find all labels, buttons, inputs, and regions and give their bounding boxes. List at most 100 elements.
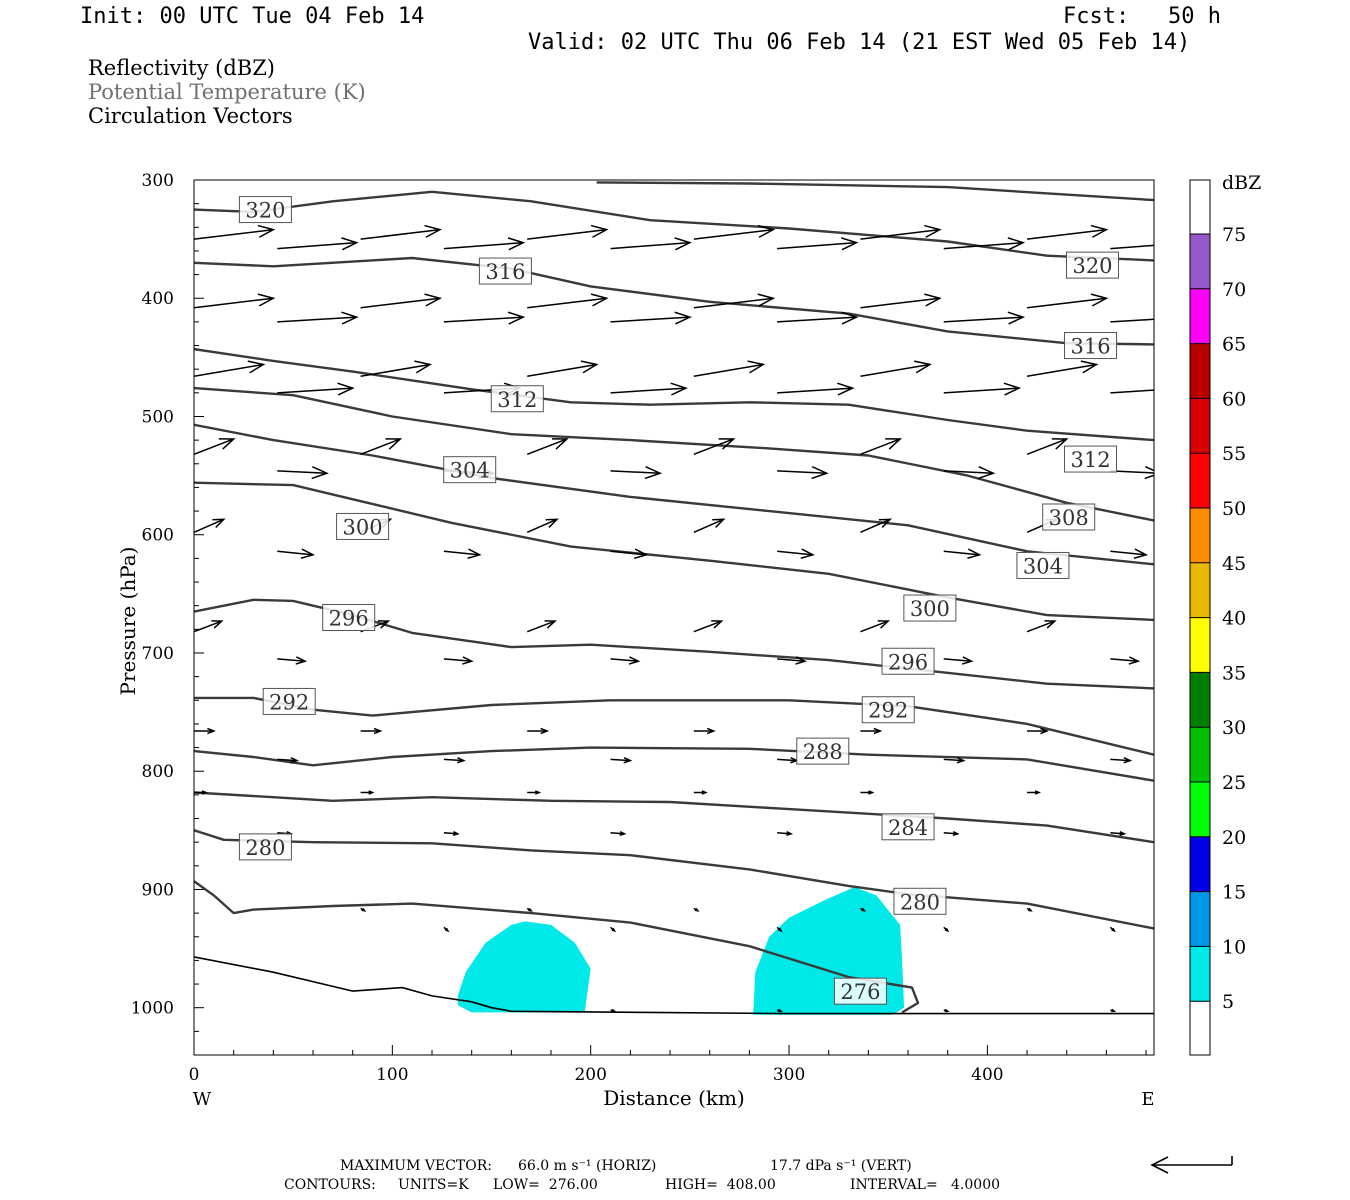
vector-head	[290, 756, 300, 764]
vector-shaft	[527, 363, 597, 378]
circulation-vector	[693, 438, 736, 456]
vector-head	[341, 237, 359, 251]
circulation-vector	[1026, 438, 1069, 456]
forecast-label: Fcst:	[1063, 4, 1130, 29]
circulation-vector	[860, 620, 891, 633]
circulation-vector	[610, 1008, 617, 1013]
vector-shaft	[610, 387, 686, 394]
colorbar-box	[1190, 234, 1210, 289]
circulation-vector	[526, 620, 557, 633]
vector-head	[924, 293, 942, 307]
vector-shaft	[526, 438, 568, 456]
contour-label: 276	[840, 980, 880, 1004]
circulation-vector	[860, 438, 903, 456]
circulation-vector	[943, 237, 1026, 251]
vector-head	[295, 656, 308, 665]
vector-shaft	[943, 470, 994, 474]
vector-shaft	[1026, 297, 1107, 309]
circulation-vector	[277, 382, 355, 396]
vector-shaft	[194, 518, 225, 534]
circulation-vector	[1026, 620, 1057, 633]
vector-head	[414, 360, 433, 374]
vector-head	[757, 293, 776, 307]
contours-units: UNITS=K	[398, 1177, 469, 1193]
theta-contour-line	[596, 181, 1154, 202]
vector-shaft	[693, 363, 764, 378]
vector-head	[961, 656, 974, 665]
theta-contour-line	[194, 696, 1154, 756]
vector-head	[540, 727, 550, 735]
circulation-vector	[943, 656, 974, 665]
vector-head	[1119, 831, 1127, 837]
circulation-vector	[777, 756, 800, 764]
contour-label: 312	[497, 388, 537, 412]
circulation-vector	[443, 548, 482, 559]
circulation-vector	[1027, 727, 1049, 735]
vector-head	[967, 548, 982, 559]
vector-shaft	[777, 658, 805, 662]
vector-head	[311, 465, 329, 480]
vector-shaft	[610, 831, 625, 835]
vector-shaft	[1110, 831, 1125, 835]
vector-head	[1027, 907, 1033, 912]
vector-head	[1090, 293, 1109, 307]
circulation-vector	[777, 656, 807, 665]
contour-label: 280	[245, 836, 285, 860]
vector-shaft	[860, 518, 891, 534]
vector-head	[462, 656, 474, 665]
vector-shaft	[360, 228, 441, 240]
contour-label: 300	[343, 515, 383, 539]
vector-head	[623, 756, 633, 764]
contour-label: 284	[888, 816, 928, 840]
colorbar-tick-label: 30	[1222, 717, 1246, 739]
vector-shaft	[194, 363, 264, 378]
contour-label: 292	[269, 690, 309, 714]
contour-label-box	[1066, 251, 1120, 279]
vector-shaft	[1110, 758, 1131, 762]
colorbar-tick-label: 55	[1222, 443, 1246, 465]
vector-shaft	[1110, 244, 1154, 250]
y-tick-label: 700	[142, 644, 174, 664]
vector-shaft	[194, 620, 223, 633]
vector-head	[247, 360, 266, 374]
vector-shaft	[443, 550, 480, 556]
vector-head	[977, 465, 996, 480]
circulation-vector	[943, 926, 950, 933]
circulation-vector	[610, 548, 649, 559]
vector-head	[377, 620, 391, 629]
circulation-vector	[194, 438, 236, 456]
circulation-vector	[693, 518, 726, 534]
circulation-vector	[610, 656, 641, 665]
circulation-vector	[777, 465, 829, 480]
circulation-vector	[360, 790, 375, 795]
vector-head	[718, 438, 736, 450]
vector-shaft	[1026, 438, 1067, 456]
contour-label-box	[490, 385, 544, 413]
contour-label-box	[478, 257, 532, 285]
y-tick-label: 900	[142, 880, 174, 900]
vector-head	[644, 465, 663, 480]
field-reflectivity: Reflectivity (dBZ)	[88, 56, 276, 80]
contours-high: HIGH= 408.00	[665, 1177, 776, 1193]
contour-label-box	[238, 833, 292, 861]
circulation-vector	[360, 360, 433, 378]
vector-head	[337, 382, 355, 396]
y-tick-label: 300	[142, 171, 174, 191]
vector-head	[868, 790, 875, 795]
vector-head	[368, 790, 375, 795]
circulation-vector	[527, 790, 542, 795]
vector-shaft	[943, 241, 1024, 250]
circulation-vector	[360, 224, 442, 240]
colorbar-title: dBZ	[1222, 172, 1261, 194]
circulation-vector	[1109, 926, 1116, 933]
vector-head	[1171, 383, 1186, 395]
vector-head	[952, 831, 960, 837]
vector-head	[841, 311, 859, 325]
contour-label-box	[881, 647, 935, 675]
vector-shaft	[1110, 470, 1154, 474]
circulation-vector	[277, 465, 329, 480]
x-tick-label: 400	[971, 1065, 1003, 1085]
circulation-vector	[527, 727, 550, 735]
x-tick-label: 200	[574, 1065, 606, 1085]
vector-head	[1175, 312, 1190, 324]
